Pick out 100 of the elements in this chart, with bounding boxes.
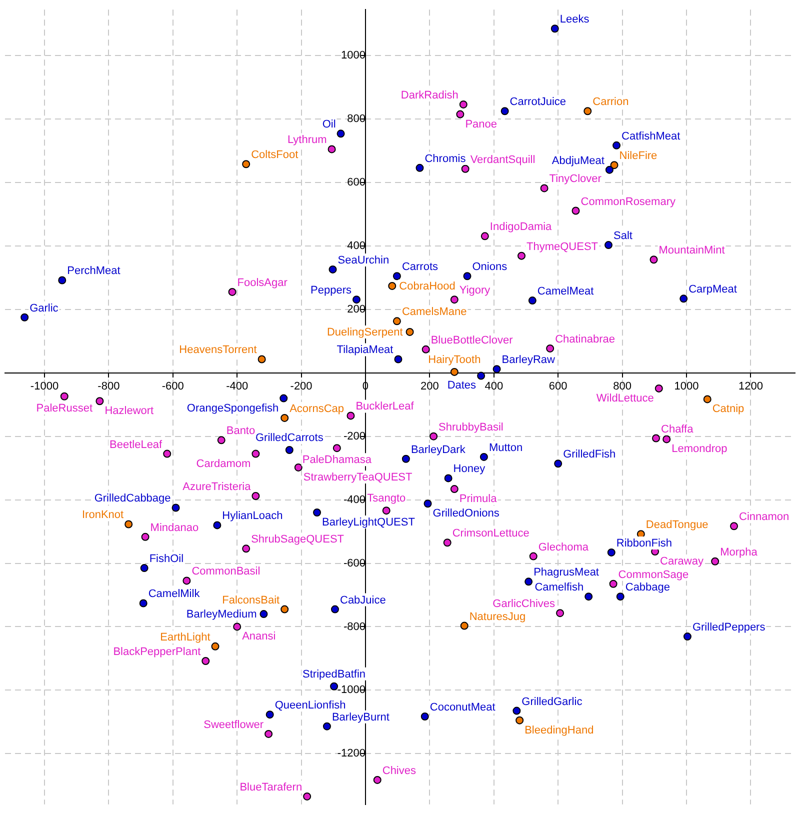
data-label: BlueBottleClover — [430, 334, 514, 346]
data-label: Sweetflower — [204, 718, 264, 731]
data-label: CamelMilk — [148, 588, 200, 600]
data-label: FalconsBait — [222, 594, 280, 606]
data-label: CarpMeat — [688, 284, 737, 296]
data-label: Caraway — [660, 556, 704, 568]
data-label: Yigory — [459, 284, 491, 297]
data-label: CarrotJuice — [510, 96, 566, 108]
data-label: RibbonFish — [616, 537, 672, 550]
data-label: Salt — [613, 230, 632, 242]
data-label: Carrots — [402, 261, 439, 274]
data-label: IronKnot — [82, 509, 124, 522]
point — [607, 548, 616, 556]
data-label: CamelMeat — [537, 286, 594, 298]
x-tick-label: 800 — [613, 380, 632, 393]
data-label: GrilledGarlic — [522, 696, 583, 708]
data-label: Banto — [226, 425, 256, 438]
data-label: Cardamom — [196, 458, 251, 470]
x-tick-label: -200 — [290, 380, 312, 393]
point — [213, 521, 222, 530]
data-label: Chaffa — [661, 423, 694, 436]
y-tick-label: -400 — [343, 494, 366, 506]
point — [388, 282, 396, 290]
x-tick-label: 1000 — [674, 380, 699, 393]
point — [424, 500, 432, 508]
point — [280, 414, 289, 422]
point — [242, 544, 250, 553]
point — [202, 656, 210, 665]
point — [609, 580, 618, 588]
data-label: GrilledOnions — [432, 508, 500, 520]
data-label: Chromis — [424, 152, 466, 165]
data-label: WildLettuce — [596, 392, 654, 404]
point — [444, 474, 452, 482]
point — [662, 435, 671, 444]
data-label: NileFire — [619, 150, 658, 162]
data-label: CoconutMeat — [430, 702, 496, 714]
data-label: BarleyBurnt — [332, 711, 390, 724]
data-label: BarleyRaw — [502, 354, 556, 366]
data-label: PaleRusset — [36, 402, 93, 414]
point — [463, 272, 472, 280]
data-label: Chatinabrae — [555, 333, 616, 346]
point — [616, 592, 624, 601]
point — [584, 107, 592, 116]
point — [477, 372, 486, 380]
data-label: CamelsMane — [402, 306, 467, 318]
point — [450, 485, 458, 494]
data-label: Anansi — [242, 630, 276, 643]
data-label: Catnip — [712, 403, 744, 416]
data-label: CobraHood — [399, 280, 456, 292]
point — [518, 252, 526, 260]
point — [556, 609, 564, 618]
point — [330, 682, 338, 690]
point — [480, 232, 489, 240]
x-tick-label: -1000 — [30, 380, 59, 393]
point — [332, 444, 341, 452]
data-label: AzureTristeria — [182, 481, 252, 493]
data-label: CatfishMeat — [622, 130, 680, 142]
data-label: HairyTooth — [428, 354, 481, 366]
data-label: Morpha — [720, 546, 758, 558]
point — [652, 434, 660, 442]
point — [416, 164, 424, 172]
point — [330, 605, 339, 614]
point — [524, 578, 533, 586]
point — [228, 288, 236, 296]
point — [450, 368, 458, 376]
data-label: BarleyLightQUEST — [322, 516, 416, 528]
data-label: BleedingHand — [524, 724, 594, 736]
point — [252, 492, 260, 500]
point — [443, 538, 452, 547]
x-tick-label: -400 — [226, 380, 248, 393]
point — [540, 184, 548, 192]
data-label: QueenLionfish — [274, 700, 346, 712]
point — [554, 460, 562, 468]
data-label: Leeks — [560, 14, 590, 26]
point — [516, 716, 524, 724]
point — [546, 344, 554, 352]
data-label: PaleDhamasa — [302, 454, 372, 466]
data-label: Peppers — [310, 284, 352, 297]
data-label: SeaUrchin — [338, 254, 390, 266]
point — [612, 141, 621, 150]
point — [336, 130, 345, 138]
point — [140, 564, 148, 572]
point — [313, 508, 322, 516]
point — [492, 365, 501, 374]
point — [328, 145, 336, 154]
point — [406, 328, 414, 336]
data-label: StrawberryTeaQUEST — [303, 471, 412, 484]
data-label: BlueTarafern — [240, 781, 302, 794]
point — [550, 24, 559, 33]
data-label: Lemondrop — [672, 443, 728, 456]
data-label: Dates — [447, 380, 477, 392]
point — [285, 446, 294, 454]
point — [394, 355, 402, 364]
data-label: OrangeSpongefish — [186, 402, 279, 414]
x-tick-label: -600 — [162, 380, 184, 393]
y-tick-label: -600 — [343, 557, 366, 570]
x-tick-label: 400 — [484, 380, 504, 393]
x-tick-label: 600 — [548, 380, 568, 393]
data-label: Onions — [472, 261, 508, 274]
point — [58, 276, 66, 284]
